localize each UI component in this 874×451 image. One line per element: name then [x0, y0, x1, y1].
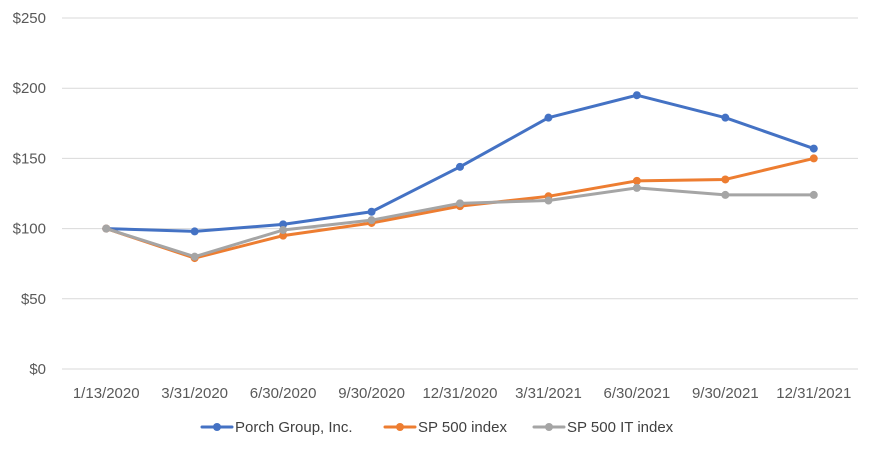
legend-item: SP 500 IT index: [532, 419, 674, 436]
data-point: [279, 231, 288, 240]
y-tick-label: $0: [29, 361, 46, 378]
data-point: [279, 220, 288, 229]
x-tick-label: 6/30/2020: [250, 385, 317, 402]
data-point: [721, 113, 730, 122]
data-point: [721, 190, 730, 199]
x-tick-label: 9/30/2020: [338, 385, 405, 402]
legend-item: Porch Group, Inc.: [200, 419, 353, 436]
data-point: [632, 176, 641, 185]
data-point: [721, 175, 730, 184]
data-point: [190, 227, 199, 236]
y-tick-label: $150: [13, 150, 46, 167]
series-porch-group-inc: [102, 91, 818, 236]
series-sp-500-it-index: [102, 183, 818, 261]
data-point: [809, 154, 818, 163]
legend-label: SP 500 IT index: [567, 419, 674, 436]
x-tick-label: 3/31/2020: [161, 385, 228, 402]
x-axis-tick-labels: 1/13/2020 3/31/2020 6/30/2020 9/30/2020 12/3…: [73, 385, 851, 402]
legend-label: SP 500 index: [418, 419, 507, 436]
legend-item: SP 500 index: [383, 419, 507, 436]
x-tick-label: 1/13/2020: [73, 385, 140, 402]
legend: Porch Group, Inc. SP 500 index SP 500 IT i…: [200, 419, 674, 436]
data-point: [456, 162, 464, 171]
x-tick-label: 3/31/2021: [515, 385, 582, 402]
y-axis-tick-labels: $0 $50 $100 $150 $200 $250: [13, 10, 46, 378]
x-tick-label: 12/31/2021: [776, 385, 851, 402]
data-point: [809, 144, 818, 153]
data-point: [102, 224, 111, 233]
series-line: [104, 186, 816, 259]
data-point: [544, 113, 553, 122]
y-tick-label: $250: [13, 10, 46, 27]
data-point: [632, 183, 641, 192]
x-tick-label: 9/30/2021: [692, 385, 759, 402]
data-point: [190, 252, 199, 261]
y-tick-label: $100: [13, 221, 46, 238]
data-point: [544, 196, 553, 205]
y-tick-label: $200: [13, 80, 46, 97]
x-tick-label: 12/31/2020: [422, 385, 497, 402]
legend-swatch-marker: [396, 423, 404, 431]
data-point: [809, 190, 818, 199]
data-point: [279, 226, 288, 235]
legend-swatch-marker: [213, 423, 221, 431]
data-point: [632, 91, 641, 100]
legend-swatch-marker: [545, 423, 553, 431]
y-tick-label: $50: [21, 291, 46, 308]
data-point: [367, 207, 376, 216]
data-point: [367, 216, 376, 225]
x-tick-label: 6/30/2021: [604, 385, 671, 402]
legend-label: Porch Group, Inc.: [235, 419, 353, 436]
series-lines: [102, 91, 818, 263]
data-point: [456, 199, 464, 208]
